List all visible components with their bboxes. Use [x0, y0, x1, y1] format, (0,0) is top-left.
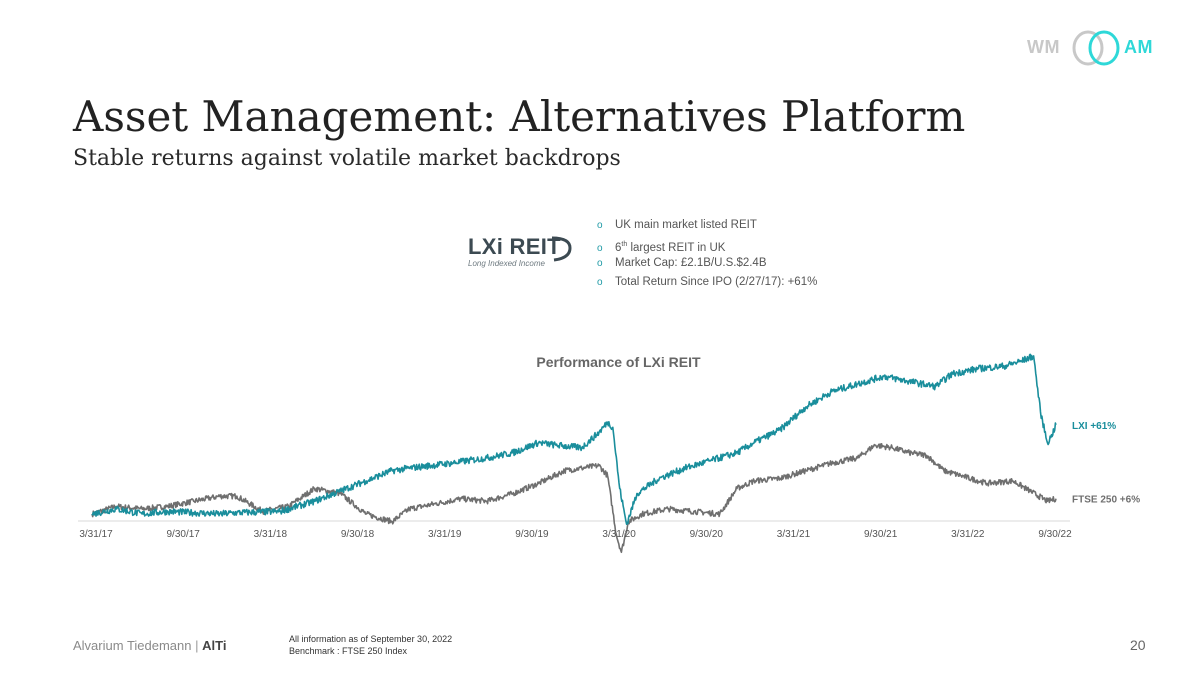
series-end-label: LXI +61%: [1072, 421, 1116, 432]
footnote: All information as of September 30, 2022…: [289, 633, 452, 657]
x-tick-label: 3/31/18: [254, 529, 288, 540]
chart-title: Performance of LXi REIT: [536, 354, 701, 370]
reit-facts-list: o UK main market listed REIT o 6th largest…: [597, 216, 817, 292]
bullet-text-sup: th: [621, 241, 628, 248]
list-item: o 6th largest REIT in UK: [597, 235, 817, 254]
x-tick-label: 3/31/22: [951, 529, 985, 540]
x-tick-label: 3/31/20: [602, 529, 636, 540]
bullet-text: UK main market listed REIT: [615, 219, 757, 231]
x-tick-label: 3/31/17: [79, 529, 113, 540]
list-item: o Total Return Since IPO (2/27/17): +61%: [597, 273, 817, 292]
lxi-logo-name: LXi REIT: [468, 234, 561, 259]
page-subtitle: Stable returns against volatile market b…: [73, 146, 621, 171]
list-item: o Market Cap: £2.1B/U.S.$2.4B: [597, 254, 817, 273]
lxi-reit-logo: LXi REIT Long Indexed Income: [466, 232, 576, 274]
x-tick-label: 3/31/19: [428, 529, 462, 540]
bullet-text-post: largest REIT in UK: [627, 241, 726, 254]
logo-wm-text: WM: [1027, 37, 1060, 57]
bullet-text: Market Cap: £2.1B/U.S.$2.4B: [615, 257, 767, 269]
footer-brand-separator: |: [191, 638, 203, 653]
x-tick-label: 9/30/21: [864, 529, 898, 540]
footnote-benchmark: Benchmark : FTSE 250 Index: [289, 646, 408, 656]
bullet-text: Total Return Since IPO (2/27/17): +61%: [615, 276, 818, 288]
bullet-icon: o: [597, 277, 603, 288]
series-line-ftse-250: [91, 443, 1057, 554]
footer-brand: Alvarium Tiedemann | AlTi: [73, 638, 226, 653]
x-tick-label: 9/30/20: [690, 529, 724, 540]
x-tick-label: 9/30/18: [341, 529, 375, 540]
bullet-text-pre: 6: [615, 241, 622, 254]
logo-rings-icon: [1072, 30, 1120, 66]
series-end-label: FTSE 250 +6%: [1072, 495, 1140, 506]
x-tick-label: 9/30/22: [1038, 529, 1072, 540]
page-number: 20: [1130, 637, 1146, 653]
list-item: o UK main market listed REIT: [597, 216, 817, 235]
logo-am-text: AM: [1124, 37, 1153, 57]
series-line-lxi: [91, 353, 1057, 525]
footnote-date: All information as of September 30, 2022: [289, 634, 453, 644]
x-tick-label: 9/30/17: [166, 529, 200, 540]
x-tick-label: 9/30/19: [515, 529, 549, 540]
footer-brand-short: AlTi: [202, 638, 227, 653]
lxi-logo-swoosh-icon: [551, 236, 572, 262]
bullet-icon: o: [597, 258, 603, 269]
bullet-icon: o: [597, 220, 603, 231]
x-tick-label: 3/31/21: [777, 529, 811, 540]
bullet-icon: o: [597, 242, 603, 254]
wm-am-logo: WM AM: [1027, 30, 1157, 66]
page-title: Asset Management: Alternatives Platform: [73, 92, 966, 141]
footer-brand-name: Alvarium Tiedemann: [73, 638, 192, 653]
lxi-logo-tagline: Long Indexed Income: [468, 259, 545, 268]
